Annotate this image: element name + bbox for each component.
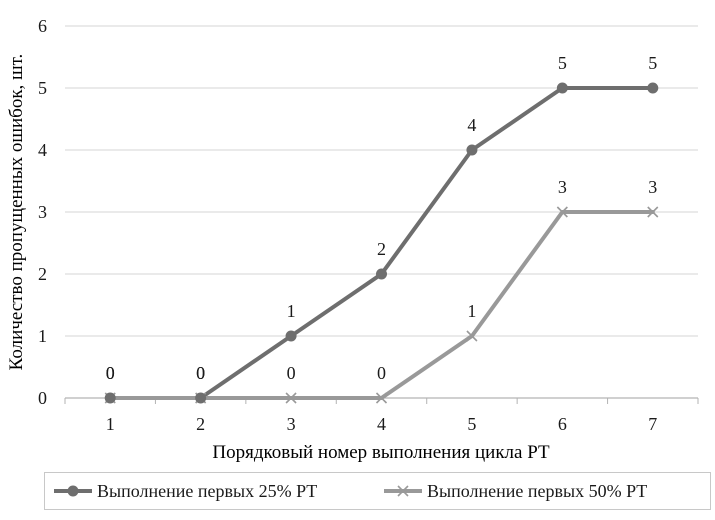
series-1-data-label: 4 [467,115,476,135]
x-tick-label: 4 [377,414,386,434]
x-tick-label: 2 [196,414,205,434]
series-1-point [104,392,116,404]
x-tick-label: 6 [558,414,567,434]
series-1-point [376,268,387,280]
series-2-point [466,330,478,342]
series-1-data-label: 5 [558,53,567,73]
series-2-data-label: 0 [106,363,115,383]
legend-marker [67,485,79,497]
legend-frame [44,472,711,510]
legend-item-2: Выполнение первых 50% РТ [384,481,647,501]
series-1-data-label: 0 [196,363,205,383]
series-1-point [647,82,659,94]
x-axis-title: Порядковый номер выполнения цикла РТ [212,442,550,463]
y-tick-label: 2 [38,264,47,284]
legend-item-1: Выполнение первых 25% РТ [54,481,317,501]
y-tick-label: 5 [38,78,47,98]
y-tick-label: 6 [38,16,47,36]
legend-marker [397,485,409,497]
series-1-data-label: 5 [648,53,657,73]
y-axis-title: Количество пропущенных ошибок, шт. [6,54,27,371]
y-tick-label: 4 [38,140,47,160]
axes: 0 1 2 3 4 5 6 1 2 3 4 5 6 7 [38,16,699,434]
series-1-point [466,144,478,156]
x-marker-stroke [285,392,297,404]
series-2-data-label: 0 [287,363,296,383]
x-marker-stroke [556,206,568,218]
series-2-data-label: 0 [196,363,205,383]
gridlines [65,25,698,337]
series-2-point [375,392,388,404]
series-1-point [195,392,207,404]
x-tick-label: 7 [648,414,657,434]
x-marker-stroke [647,206,659,218]
x-marker-stroke [466,330,478,342]
series-1-data-label: 0 [106,363,115,383]
legend-label: Выполнение первых 25% РТ [97,481,317,501]
series-1-point [285,330,297,342]
series-1-point [556,82,568,94]
series-markers [104,82,659,404]
legend-label: Выполнение первых 50% РТ [427,481,647,501]
series-2-data-label: 0 [377,363,386,383]
series-2-data-label: 3 [558,177,567,197]
series-2-point [647,206,659,218]
series-2-data-label: 3 [648,177,657,197]
y-tick-label: 3 [38,202,47,222]
series-2-point [556,206,568,218]
series-1-data-label: 1 [287,301,296,321]
y-tick-label: 1 [38,326,47,346]
x-tick-label: 1 [106,414,115,434]
x-marker-stroke [375,392,388,404]
y-tick-label: 0 [38,388,47,408]
x-tick-label: 5 [467,414,476,434]
legend: Выполнение первых 25% РТ Выполнение первы… [44,472,711,510]
series-2-point [285,392,297,404]
x-tick-label: 3 [287,414,296,434]
series-1-data-label: 2 [377,239,386,259]
series-2-data-label: 1 [467,301,476,321]
